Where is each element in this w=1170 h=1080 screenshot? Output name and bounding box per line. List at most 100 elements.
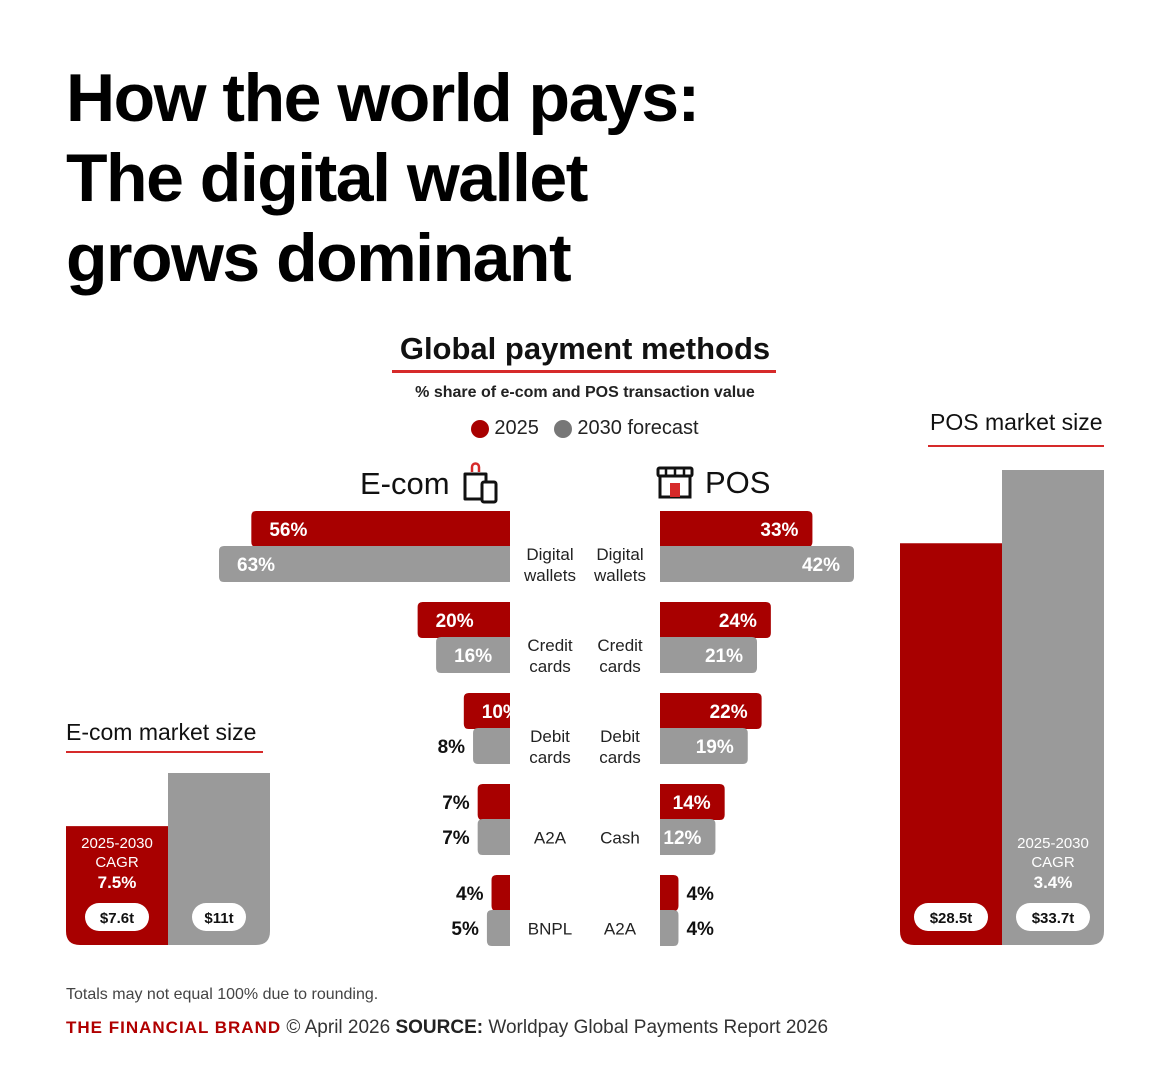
ecom-value-label: 4% (456, 884, 484, 905)
ecom-section-label: E-com (360, 462, 502, 506)
pos-category-label: Cash (600, 829, 640, 848)
legend-item-2025: 2025 (471, 417, 539, 440)
ecom-category-label: Debit (530, 727, 570, 746)
ecom-market-value-label: $7.6t (100, 910, 134, 927)
pos-bar-2030-2 (660, 728, 748, 764)
headline: How the world pays: The digital wallet g… (66, 58, 866, 298)
pos-value-label: 4% (686, 919, 714, 940)
legend: 2025 2030 forecast (0, 417, 1170, 444)
pos-market-rule (928, 445, 1104, 447)
ecom-category-label: cards (529, 748, 571, 767)
pos-value-label: 4% (686, 884, 714, 905)
ecom-market-cagr-label: CAGR (95, 854, 139, 871)
ecom-value-label: 63% (237, 555, 275, 576)
pos-value-label: 14% (673, 793, 711, 814)
pos-section-label: POS (654, 462, 770, 504)
pos-market-pill-0 (914, 903, 988, 931)
pos-label: POS (705, 465, 771, 500)
ecom-category-label: BNPL (528, 920, 572, 939)
pos-category-label: Digital (596, 545, 643, 564)
ecom-value-label: 7% (442, 793, 470, 814)
brand-logo: THE FINANCIAL BRAND (66, 1018, 282, 1037)
pos-market-cagr-label: 2025-2030 (1017, 835, 1089, 852)
headline-line-2: The digital wallet (66, 140, 588, 216)
ecom-value-label: 56% (269, 520, 307, 541)
pos-bar-2025-2 (660, 693, 762, 729)
ecom-value-label: 5% (451, 919, 479, 940)
ecom-market-cagr-label: 2025-2030 (81, 835, 153, 852)
ecom-label: E-com (360, 466, 450, 501)
ecom-category-label: Digital (526, 545, 573, 564)
pos-bar-2025-0 (660, 511, 813, 547)
ecom-bar-2025-2 (463, 693, 510, 729)
pos-category-label: cards (599, 748, 641, 767)
footnote: Totals may not equal 100% due to roundin… (66, 986, 379, 1003)
legend-item-2030: 2030 forecast (554, 417, 699, 440)
chart-title: Global payment methods (399, 331, 771, 366)
ecom-value-label: 7% (442, 828, 470, 849)
ecom-bar-2030-2 (473, 728, 510, 764)
ecom-bar-2030-1 (436, 637, 510, 673)
ecom-bar-2025-4 (491, 875, 510, 911)
pos-category-label: wallets (593, 566, 646, 585)
pos-bar-2030-0 (660, 546, 854, 582)
pos-value-label: 22% (710, 702, 748, 723)
ecom-market-value-label: $11t (204, 910, 233, 927)
ecom-market-pill-0 (85, 903, 149, 931)
legend-label-2025: 2025 (494, 417, 539, 439)
legend-dot-2030 (554, 419, 573, 438)
pos-market-bar-0 (900, 543, 1002, 945)
pos-bar-2030-4 (660, 910, 679, 946)
ecom-value-label: 16% (454, 646, 492, 667)
pos-value-label: 24% (719, 611, 757, 632)
ecom-market-title: E-com market size (66, 719, 257, 745)
ecom-market-bar-1 (168, 773, 270, 945)
ecom-value-label: 20% (436, 611, 474, 632)
shopping-bag-phone-icon (463, 462, 498, 504)
chart-title-underline (392, 370, 776, 373)
ecom-value-label: 8% (438, 737, 466, 758)
ecom-bar-2030-0 (219, 546, 510, 582)
pos-category-label: Debit (600, 727, 640, 746)
ecom-market-pill-1 (192, 903, 246, 931)
chart-subtitle: % share of e-com and POS transaction val… (415, 384, 755, 401)
ecom-bar-2030-4 (486, 910, 510, 946)
pos-bar-2030-3 (660, 819, 716, 855)
pos-category-label: A2A (604, 920, 637, 939)
pos-bar-2030-1 (660, 637, 757, 673)
ecom-bar-2025-1 (417, 602, 510, 638)
ecom-category-label: wallets (523, 566, 576, 585)
pos-market-pill-1 (1016, 903, 1090, 931)
ecom-bar-2030-3 (477, 819, 510, 855)
ecom-market-cagr-value: 7.5% (98, 873, 137, 892)
headline-line-3: grows dominant (66, 220, 572, 296)
pos-bar-2025-1 (660, 602, 771, 638)
source-text: Worldpay Global Payments Report 2026 (488, 1017, 829, 1038)
ecom-bar-2025-3 (477, 784, 510, 820)
pos-value-label: 21% (705, 646, 743, 667)
credit-date: © April 2026 (286, 1017, 391, 1038)
pos-category-label: cards (599, 657, 641, 676)
pos-market-title: POS market size (930, 409, 1103, 435)
pos-value-label: 12% (663, 828, 701, 849)
storefront-icon (656, 466, 694, 499)
pos-market-value-label: $28.5t (930, 910, 973, 927)
ecom-category-label: Credit (527, 636, 573, 655)
ecom-category-label: cards (529, 657, 571, 676)
source-label: SOURCE: (395, 1017, 484, 1038)
pos-category-label: Credit (597, 636, 643, 655)
ecom-bar-2025-0 (251, 511, 511, 547)
headline-line-1: How the world pays: (66, 60, 700, 136)
pos-value-label: 42% (802, 555, 840, 576)
pos-market-bar-1 (1002, 470, 1104, 945)
pos-bar-2025-3 (660, 784, 725, 820)
ecom-value-label: 10% (482, 702, 520, 723)
ecom-market-rule (66, 751, 263, 753)
pos-market-cagr-label: CAGR (1031, 854, 1075, 871)
pos-market-value-label: $33.7t (1032, 910, 1075, 927)
pos-value-label: 19% (696, 737, 734, 758)
credit-line: THE FINANCIAL BRAND © April 2026 SOURCE:… (66, 1017, 828, 1039)
pos-market-cagr-value: 3.4% (1034, 873, 1073, 892)
pos-value-label: 33% (760, 520, 798, 541)
